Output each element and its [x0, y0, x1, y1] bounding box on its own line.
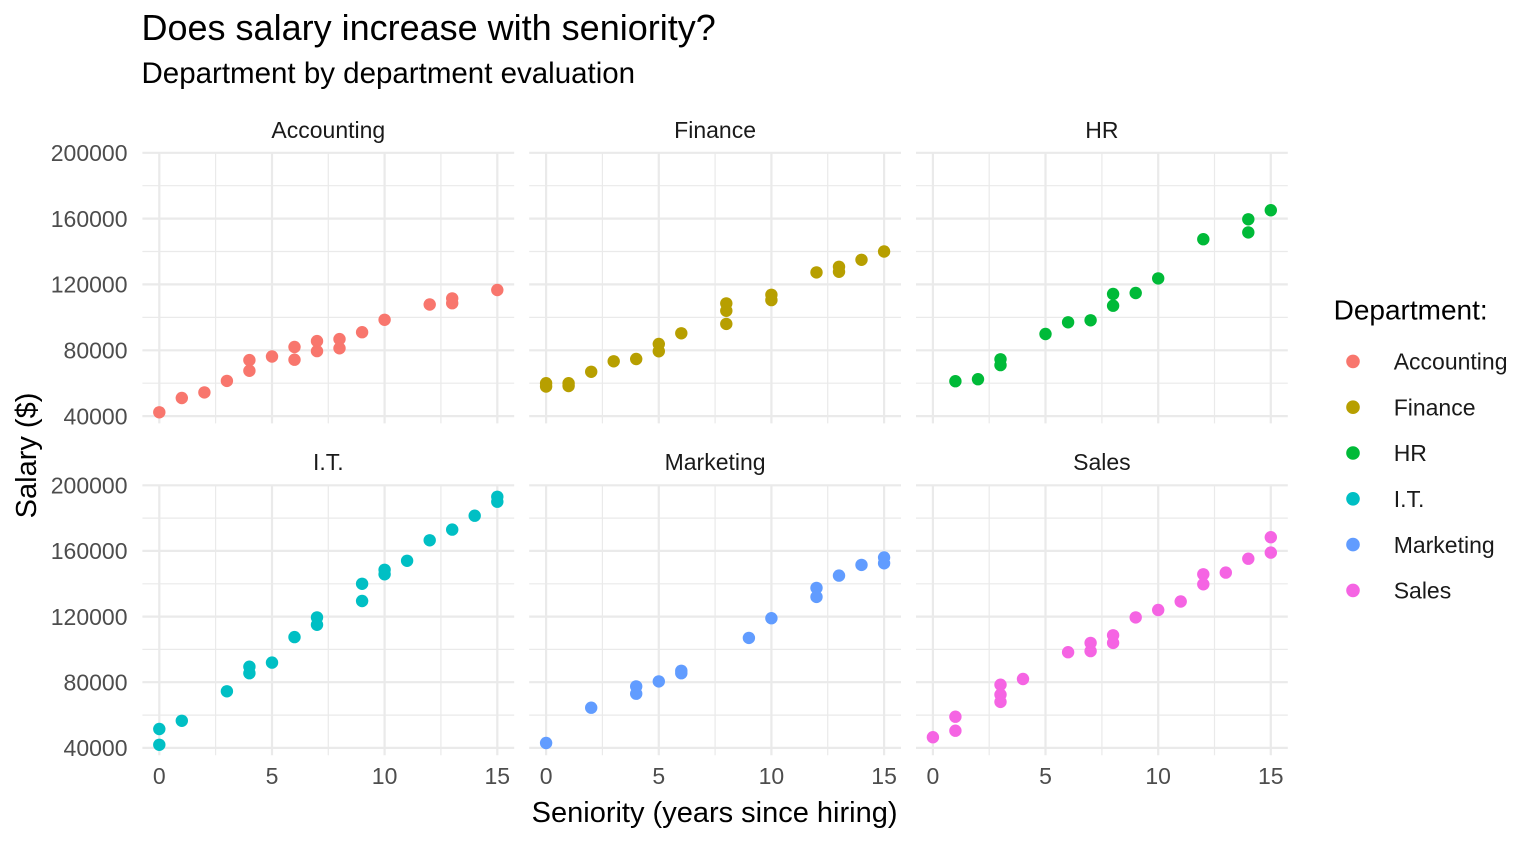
svg-text:I.T.: I.T. — [313, 449, 344, 475]
svg-text:Seniority (years since hiring): Seniority (years since hiring) — [532, 797, 898, 829]
svg-text:0: 0 — [153, 763, 166, 789]
svg-text:40000: 40000 — [64, 403, 128, 429]
svg-text:Finance: Finance — [674, 117, 756, 143]
svg-text:120000: 120000 — [51, 604, 128, 630]
svg-text:Does salary increase with seni: Does salary increase with seniority? — [142, 7, 716, 48]
svg-text:15: 15 — [871, 763, 897, 789]
svg-text:160000: 160000 — [51, 538, 128, 564]
svg-text:10: 10 — [759, 763, 785, 789]
svg-text:5: 5 — [652, 763, 665, 789]
svg-text:HR: HR — [1394, 440, 1427, 466]
svg-text:80000: 80000 — [64, 338, 128, 364]
svg-text:Sales: Sales — [1394, 578, 1452, 604]
svg-text:200000: 200000 — [51, 473, 128, 499]
svg-text:Finance: Finance — [1394, 394, 1476, 420]
svg-text:I.T.: I.T. — [1394, 486, 1425, 512]
svg-text:Marketing: Marketing — [1394, 532, 1495, 558]
svg-text:0: 0 — [540, 763, 553, 789]
svg-text:15: 15 — [1258, 763, 1284, 789]
svg-text:Sales: Sales — [1073, 449, 1131, 475]
svg-text:10: 10 — [372, 763, 398, 789]
svg-text:Accounting: Accounting — [271, 117, 385, 143]
svg-text:Marketing: Marketing — [665, 449, 766, 475]
svg-text:Department by department evalu: Department by department evaluation — [142, 57, 636, 90]
svg-text:5: 5 — [266, 763, 279, 789]
svg-text:HR: HR — [1085, 117, 1118, 143]
svg-text:200000: 200000 — [51, 140, 128, 166]
svg-text:40000: 40000 — [64, 735, 128, 761]
svg-text:0: 0 — [927, 763, 940, 789]
svg-text:Accounting: Accounting — [1394, 349, 1508, 375]
svg-text:15: 15 — [485, 763, 511, 789]
svg-text:80000: 80000 — [64, 670, 128, 696]
svg-text:Salary ($): Salary ($) — [11, 393, 43, 519]
svg-text:120000: 120000 — [51, 272, 128, 298]
svg-text:5: 5 — [1039, 763, 1052, 789]
svg-text:Department:: Department: — [1334, 294, 1488, 325]
svg-text:10: 10 — [1145, 763, 1171, 789]
svg-text:160000: 160000 — [51, 206, 128, 232]
